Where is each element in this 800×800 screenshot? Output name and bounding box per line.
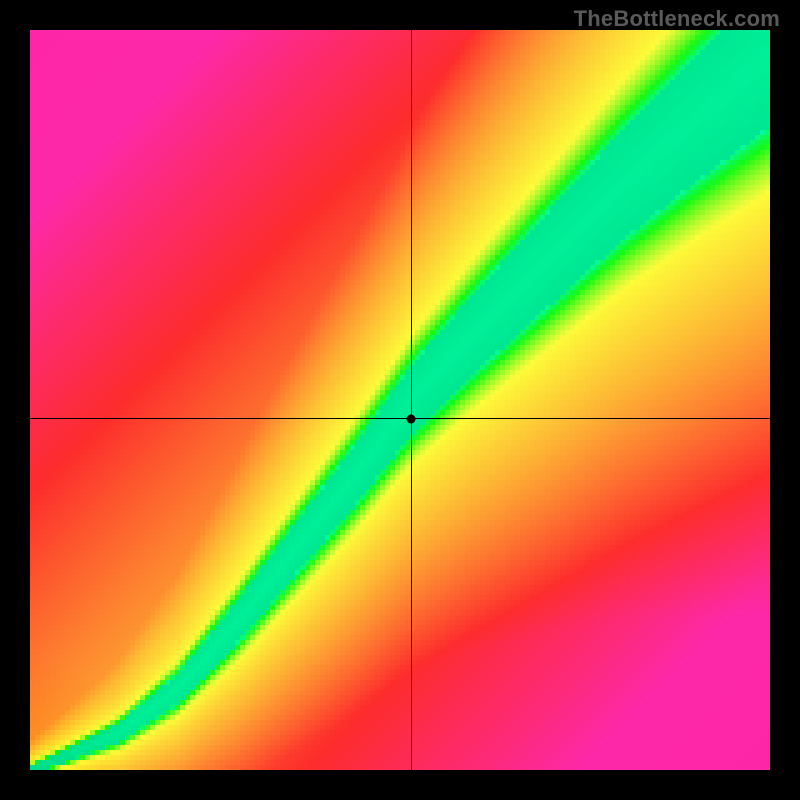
plot-area	[30, 30, 770, 770]
crosshair-vertical	[411, 30, 412, 770]
heatmap-canvas	[30, 30, 770, 770]
crosshair-marker	[407, 414, 416, 423]
watermark-text: TheBottleneck.com	[574, 6, 780, 32]
crosshair-horizontal	[30, 418, 770, 419]
